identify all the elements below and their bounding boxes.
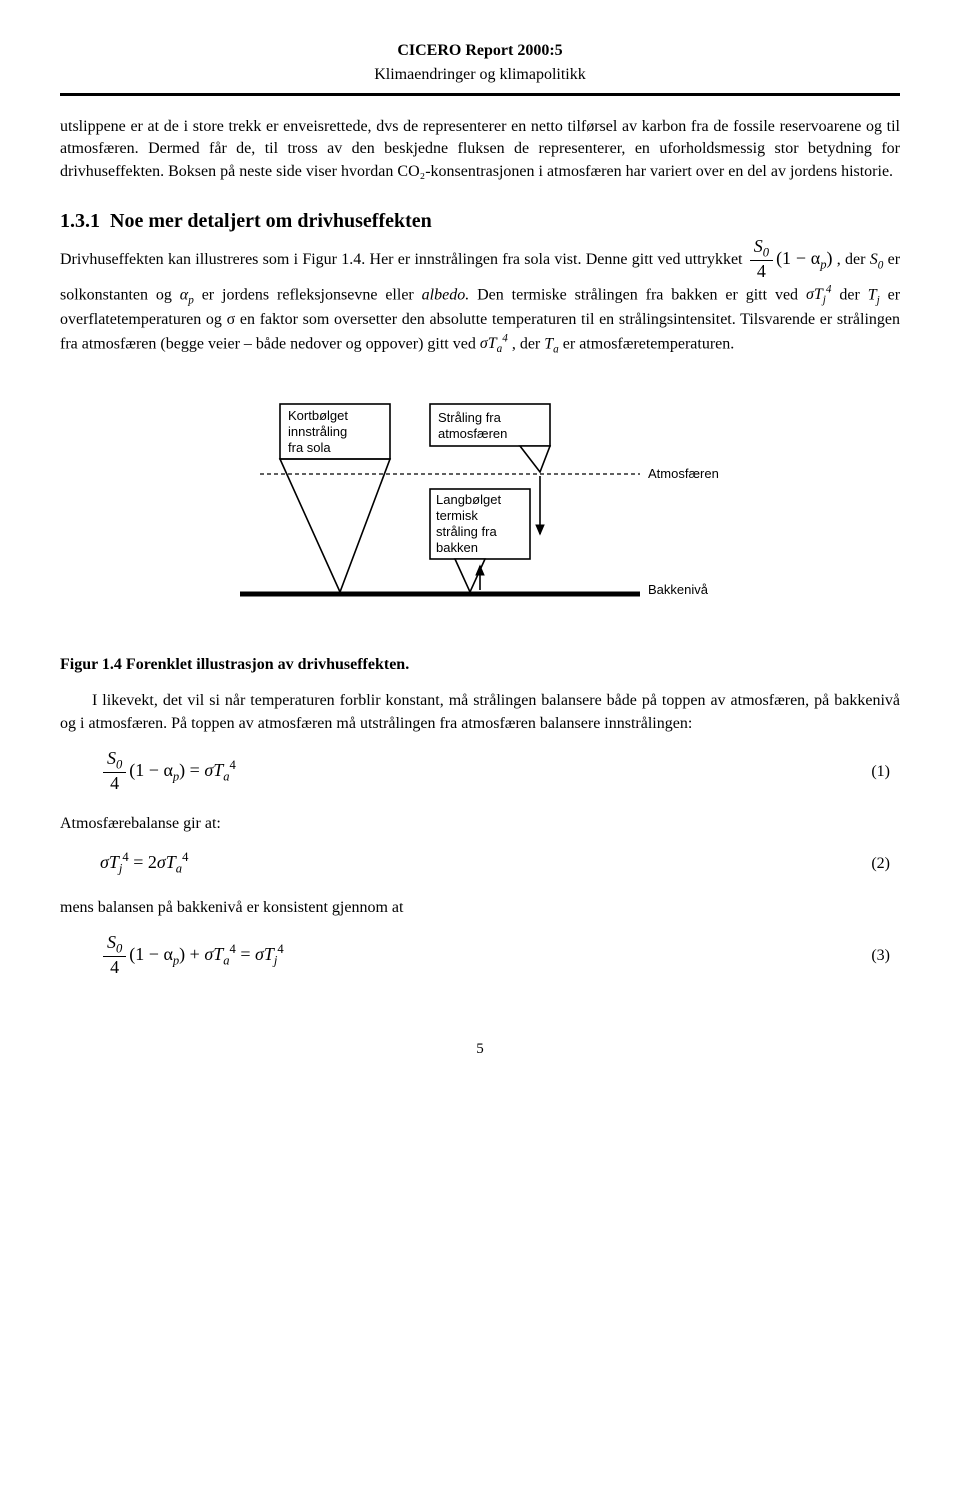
diagram-box3-l3: stråling fra — [436, 524, 497, 539]
page-number: 5 — [60, 1039, 900, 1060]
report-title: CICERO Report 2000:5 — [60, 40, 900, 62]
section-title: Noe mer detaljert om drivhuseffekten — [110, 210, 432, 232]
diagram-box3-l1: Langbølget — [436, 492, 501, 507]
equation-3: S04(1 − αp) + σTa4 = σTj4 (3) — [100, 933, 900, 979]
paragraph-section: Drivhuseffekten kan illustreres som i Fi… — [60, 237, 900, 358]
figure-diagram: Kortbølget innstråling fra sola Stråling… — [220, 394, 740, 624]
section-number: 1.3.1 — [60, 210, 100, 232]
paragraph-balance: I likevekt, det vil si når temperaturen … — [60, 690, 900, 735]
header-rule — [60, 93, 900, 96]
diagram-box3-l2: termisk — [436, 508, 478, 523]
inline-formula-3: σTa4 — [480, 335, 508, 352]
diagram-label-atmosphere: Atmosfæren — [648, 466, 719, 481]
diagram-box1-l3: fra sola — [288, 440, 331, 455]
inline-formula-1: S04(1 − αp) — [747, 248, 833, 268]
equation-1: S04(1 − αp) = σTa4 (1) — [100, 749, 900, 795]
report-subtitle: Klimaendringer og klimapolitikk — [60, 64, 900, 86]
diagram-box2-l1: Stråling fra — [438, 410, 502, 425]
equation-2: σTj4 = 2σTa4 (2) — [100, 849, 900, 878]
paragraph-ground-balance: mens balansen på bakkenivå er konsistent… — [60, 897, 900, 919]
equation-number-1: (1) — [871, 761, 890, 783]
equation-number-3: (3) — [871, 945, 890, 967]
figure-caption: Figur 1.4 Forenklet illustrasjon av driv… — [60, 654, 900, 676]
paragraph-atm-balance: Atmosfærebalanse gir at: — [60, 813, 900, 835]
diagram-box1-l2: innstråling — [288, 424, 347, 439]
report-header: CICERO Report 2000:5 Klimaendringer og k… — [60, 40, 900, 87]
inline-formula-2: σTj4 — [806, 286, 832, 303]
diagram-box3-l4: bakken — [436, 540, 478, 555]
diagram-box1-l1: Kortbølget — [288, 408, 348, 423]
section-heading: 1.3.1 Noe mer detaljert om drivhuseffekte… — [60, 207, 900, 235]
diagram-box2-l2: atmosfæren — [438, 426, 507, 441]
paragraph-intro: utslippene er at de i store trekk er env… — [60, 116, 900, 183]
equation-number-2: (2) — [871, 853, 890, 875]
diagram-label-ground: Bakkenivå — [648, 582, 709, 597]
